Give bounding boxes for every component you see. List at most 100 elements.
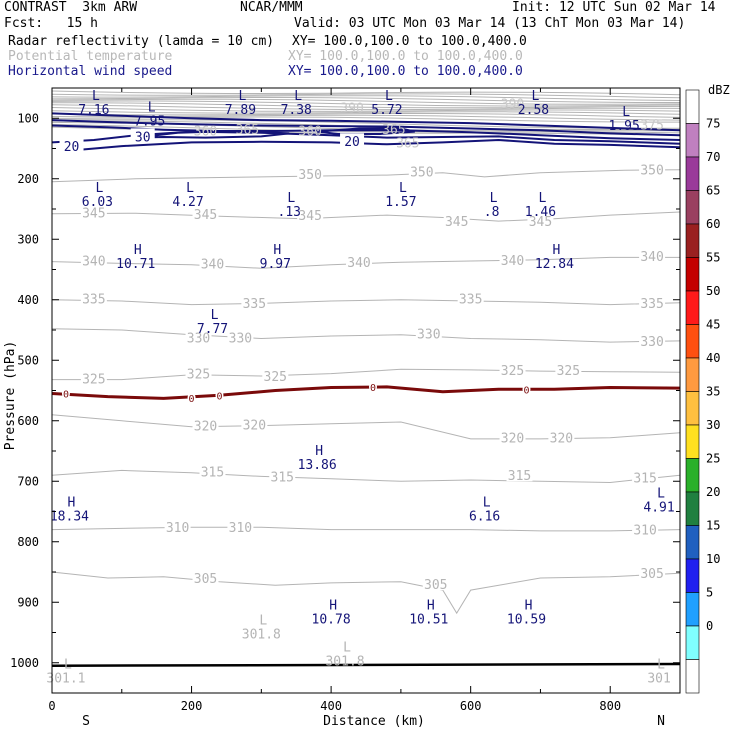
north-label: N	[657, 714, 665, 729]
upper-isentrope	[51, 93, 681, 99]
upper-isentrope-label: 360	[194, 124, 217, 139]
isentrope-label-bg	[297, 208, 324, 222]
extremum-letter: L	[622, 105, 630, 120]
field3-name: Horizontal wind speed	[8, 64, 173, 79]
isentrope-label-bg	[443, 214, 470, 228]
extremum-value: 5.72	[371, 103, 402, 118]
y-tick-label: 500	[17, 353, 39, 367]
colorbar-swatch	[685, 659, 700, 694]
upper-isentrope-label: 390	[340, 101, 363, 116]
isentrope-label: 345	[445, 215, 468, 230]
field3-xy: XY= 100.0,100.0 to 100.0,400.0	[288, 64, 523, 79]
extremum-value: 9.97	[260, 257, 291, 272]
isentrope-label: 345	[529, 215, 552, 230]
extremum-letter: L	[211, 308, 219, 323]
isentrope-label: 320	[501, 432, 524, 447]
isentrope-label-bg	[80, 291, 107, 305]
extremum-letter: L	[539, 191, 547, 206]
upper-isentrope	[51, 98, 681, 105]
isentrope-label: 310	[166, 521, 189, 536]
colorbar-tick-label: 45	[706, 318, 720, 332]
isentrope-label-bg	[269, 469, 296, 483]
upper-isentrope-label: 390	[501, 98, 524, 113]
south-label: S	[82, 714, 90, 729]
field2-name: Potential temperature	[8, 49, 173, 64]
extremum-letter: L	[259, 613, 267, 628]
extremum-letter: L	[532, 89, 540, 104]
isentrope-label-bg	[185, 366, 212, 380]
colorbar-swatch	[685, 89, 700, 124]
extremum-letter: H	[427, 598, 435, 613]
extremum-value: 301	[647, 672, 670, 687]
extremum-value: 1.46	[525, 205, 556, 220]
extremum-letter: H	[552, 243, 560, 258]
extremum-value: 4.91	[643, 500, 674, 515]
y-tick-label: 900	[17, 595, 39, 609]
freezing-label-bg	[187, 392, 196, 403]
isentrope-325	[52, 368, 681, 381]
y-tick-label: 1000	[10, 656, 39, 670]
extremum-value: 7.89	[225, 103, 256, 118]
isentrope-320	[51, 414, 681, 440]
isentrope-label-bg	[297, 166, 324, 180]
colorbar-swatch	[685, 558, 700, 593]
y-tick-label: 200	[17, 172, 39, 186]
isentrope-label: 340	[347, 256, 370, 271]
extremum-letter: L	[385, 89, 393, 104]
upper-isentrope	[52, 119, 680, 129]
freezing-level-label: 0	[370, 383, 376, 394]
colorbar-swatch	[685, 156, 700, 191]
wind-speed-contour	[51, 119, 681, 137]
isentrope-label: 325	[82, 372, 105, 387]
isentrope-label: 330	[229, 331, 252, 346]
isentrope-label: 350	[298, 168, 321, 183]
x-tick-label: 800	[599, 699, 621, 713]
extremum-value: 4.27	[172, 195, 203, 210]
x-tick-label: 0	[48, 699, 55, 713]
freezing-level-label: 0	[523, 385, 529, 396]
extremum-value: 301.1	[46, 672, 85, 687]
freezing-level-line	[51, 385, 681, 400]
extremum-letter: H	[68, 495, 76, 510]
isentrope-label-bg	[408, 164, 435, 178]
wind-speed-contour	[317, 127, 416, 135]
colorbar-swatch	[685, 257, 700, 292]
x-axis-title: Distance (km)	[323, 714, 425, 729]
extremum-letter: H	[273, 243, 281, 258]
extremum-letter: H	[329, 598, 337, 613]
upper-isentrope-label: 365	[396, 136, 419, 151]
isentrope-label: 345	[82, 207, 105, 222]
upper-isentrope	[51, 97, 680, 103]
colorbar-swatch	[685, 357, 700, 392]
upper-isentrope	[51, 104, 681, 111]
extremum-value: 7.16	[78, 103, 109, 118]
extremum-value: 2.58	[518, 103, 549, 118]
isentrope-label-bg	[632, 522, 659, 536]
isentrope-label: 305	[194, 572, 217, 587]
isentrope-label-bg	[639, 162, 666, 176]
isentrope-label: 335	[640, 297, 663, 312]
colorbar-swatch	[685, 324, 700, 359]
y-axis-title: Pressure (hPa)	[3, 341, 18, 451]
colorbar-swatch	[685, 491, 700, 526]
colorbar-tick-label: 15	[706, 519, 720, 533]
y-tick-label: 800	[17, 535, 39, 549]
freezing-level-label: 0	[216, 391, 222, 402]
colorbar-tick-label: 60	[706, 217, 720, 231]
isentrope-label: 320	[194, 420, 217, 435]
extremum-letter: L	[399, 181, 407, 196]
isentrope-330	[51, 328, 681, 343]
isentrope-label-bg	[192, 418, 219, 432]
extremum-letter: L	[92, 89, 100, 104]
extremum-letter: L	[294, 89, 302, 104]
wind-speed-contour	[79, 138, 681, 151]
extremum-letter: H	[525, 598, 533, 613]
isentrope-label: 325	[501, 364, 524, 379]
x-tick-label: 400	[320, 699, 342, 713]
isentrope-label: 325	[187, 368, 210, 383]
isentrope-label-bg	[457, 291, 484, 305]
colorbar-tick-label: 55	[706, 251, 720, 265]
isentrope-label: 340	[201, 257, 224, 272]
